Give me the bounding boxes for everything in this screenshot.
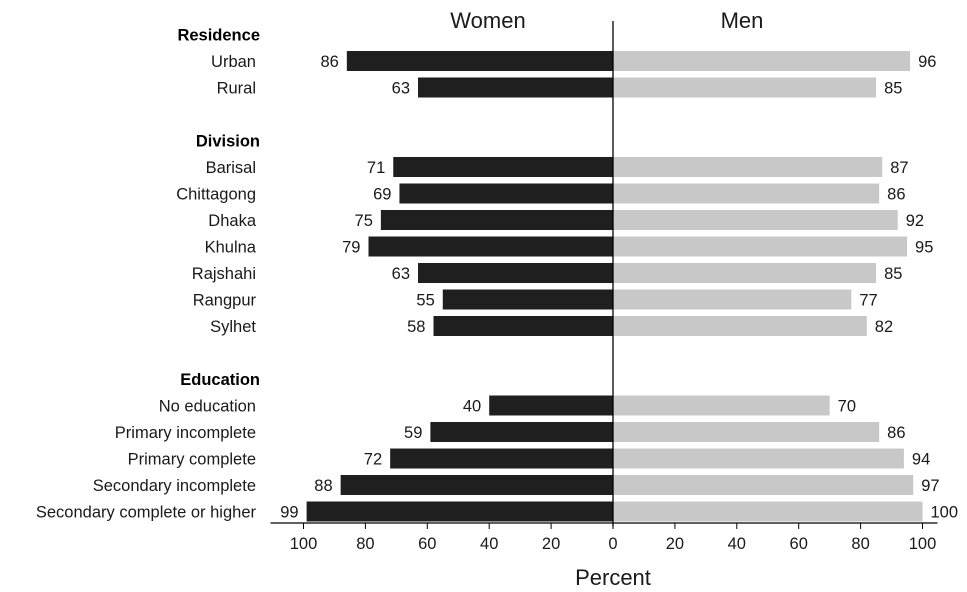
value-label-women-rural: 63 [392,80,410,98]
value-label-women-dhaka: 75 [355,212,373,230]
value-label-women-secondary-complete-or-higher: 99 [280,504,298,522]
bar-men-rural [613,77,877,98]
value-label-women-sylhet: 58 [407,318,425,336]
bar-women-rajshahi [418,263,613,283]
bar-men-barisal [613,157,883,177]
value-label-men-primary-complete: 94 [912,451,930,469]
value-label-men-rangpur: 77 [859,292,877,310]
x-tick-label-women-40: 40 [480,535,498,553]
x-tick-label-women-0: 0 [608,535,617,553]
value-label-men-rajshahi: 85 [884,265,902,283]
value-label-women-no-education: 40 [463,398,481,416]
value-label-women-primary-complete: 72 [364,451,382,469]
x-tick-label-men-80: 80 [851,535,869,553]
bar-men-primary-complete [613,448,904,469]
bar-women-chittagong [399,183,613,204]
bar-men-secondary-complete-or-higher [613,501,923,522]
category-label-no-education: No education [159,398,256,416]
bar-men-dhaka [613,210,898,230]
bar-women-urban [346,51,613,71]
group-title-education: Education [180,371,260,389]
category-label-rajshahi: Rajshahi [192,265,256,283]
bar-women-primary-complete [390,448,613,469]
category-label-dhaka: Dhaka [208,212,257,230]
value-label-women-primary-incomplete: 59 [404,424,422,442]
value-label-women-urban: 86 [320,53,338,71]
bar-men-urban [613,51,911,71]
group-title-residence: Residence [177,27,260,45]
group-title-division: Division [196,133,260,151]
value-label-women-khulna: 79 [342,239,360,257]
value-label-women-rajshahi: 63 [392,265,410,283]
value-label-men-secondary-incomplete: 97 [921,477,939,495]
category-label-primary-incomplete: Primary incomplete [115,424,256,442]
category-label-sylhet: Sylhet [210,318,256,336]
x-tick-label-men-20: 20 [666,535,684,553]
x-tick-label-women-100: 100 [290,535,318,553]
bar-women-secondary-complete-or-higher [306,501,613,522]
women-series-header: Women [450,8,525,33]
value-label-men-sylhet: 82 [875,318,893,336]
bar-women-barisal [393,157,613,177]
category-label-khulna: Khulna [205,239,257,257]
value-label-men-chittagong: 86 [887,186,905,204]
category-label-secondary-incomplete: Secondary incomplete [93,477,256,495]
x-tick-label-women-60: 60 [418,535,436,553]
category-label-rangpur: Rangpur [193,292,257,310]
bar-men-chittagong [613,183,880,204]
category-label-urban: Urban [211,53,256,71]
bar-men-rajshahi [613,263,877,283]
value-label-women-secondary-incomplete: 88 [314,477,332,495]
category-label-secondary-complete-or-higher: Secondary complete or higher [36,504,257,522]
men-series-header: Men [721,8,764,33]
x-tick-label-women-20: 20 [542,535,560,553]
value-label-men-no-education: 70 [838,398,856,416]
value-label-men-dhaka: 92 [906,212,924,230]
x-tick-label-women-80: 80 [356,535,374,553]
category-label-primary-complete: Primary complete [128,451,256,469]
category-label-barisal: Barisal [206,159,256,177]
bar-men-sylhet [613,316,867,336]
bar-women-rangpur [442,289,613,310]
x-tick-label-men-60: 60 [790,535,808,553]
value-label-men-barisal: 87 [890,159,908,177]
bar-women-rural [418,77,613,98]
bar-women-no-education [489,395,613,416]
value-label-women-barisal: 71 [367,159,385,177]
bar-men-secondary-incomplete [613,475,914,495]
bar-men-khulna [613,236,908,257]
bar-women-sylhet [433,316,613,336]
category-label-chittagong: Chittagong [176,186,256,204]
bar-men-primary-incomplete [613,422,880,442]
value-label-women-chittagong: 69 [373,186,391,204]
bar-women-primary-incomplete [430,422,613,442]
value-label-men-primary-incomplete: 86 [887,424,905,442]
x-axis-title: Percent [575,565,651,590]
value-label-men-urban: 96 [918,53,936,71]
value-label-men-secondary-complete-or-higher: 100 [931,504,959,522]
x-tick-label-men-100: 100 [909,535,937,553]
bar-men-rangpur [613,289,852,310]
value-label-women-rangpur: 55 [416,292,434,310]
bar-women-secondary-incomplete [340,475,613,495]
value-label-men-khulna: 95 [915,239,933,257]
bar-women-khulna [368,236,613,257]
bar-men-no-education [613,395,830,416]
bar-women-dhaka [380,210,613,230]
value-label-men-rural: 85 [884,80,902,98]
x-tick-label-men-40: 40 [728,535,746,553]
category-label-rural: Rural [217,80,256,98]
